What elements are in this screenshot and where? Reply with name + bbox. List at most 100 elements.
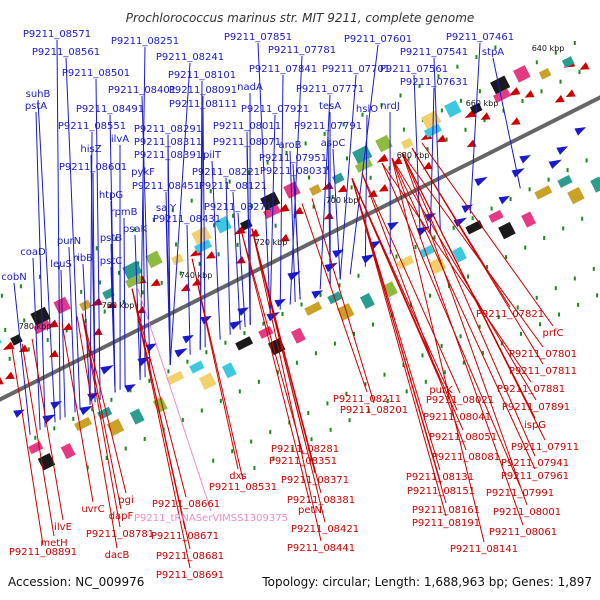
reverse-gene-connector bbox=[401, 152, 528, 506]
scale-tick bbox=[467, 274, 470, 279]
forward-gene-label: P9211_08241 bbox=[156, 52, 224, 63]
summary-text: Topology: circular; Length: 1,688,963 bp… bbox=[261, 575, 592, 589]
forward-gene-connector bbox=[186, 224, 191, 355]
scale-tick bbox=[231, 449, 234, 454]
accession-text: Accession: NC_009976 bbox=[8, 575, 144, 589]
forward-gene-arrow bbox=[124, 384, 136, 393]
scale-tick bbox=[281, 312, 284, 316]
reverse-gene-connector bbox=[61, 323, 94, 503]
reverse-gene-label: P9211_08371 bbox=[281, 475, 349, 486]
reverse-gene-label: P9211_08281 bbox=[271, 444, 339, 455]
gene-block bbox=[125, 273, 143, 289]
scale-tick bbox=[310, 437, 313, 442]
forward-gene-connector bbox=[257, 42, 271, 315]
scale-tick bbox=[285, 151, 288, 155]
forward-gene-label: stpA bbox=[482, 47, 504, 58]
reverse-gene-arrow bbox=[0, 377, 4, 385]
reverse-gene-connector bbox=[351, 178, 447, 504]
scale-tick bbox=[338, 283, 341, 288]
reverse-gene-label: P9211_08081 bbox=[432, 452, 500, 463]
reverse-gene-label: dxs bbox=[229, 471, 246, 482]
reverse-gene-connector bbox=[241, 233, 304, 455]
gene-block bbox=[567, 186, 585, 205]
forward-gene-label: P9211_08551 bbox=[58, 121, 126, 132]
reverse-gene-label: petN bbox=[298, 505, 322, 516]
forward-gene-connector bbox=[433, 57, 441, 229]
forward-gene-label: ilvA bbox=[111, 134, 129, 145]
forward-gene-connector bbox=[13, 282, 31, 435]
scale-tick bbox=[573, 276, 576, 281]
reverse-gene-label: P9211_08681 bbox=[156, 551, 224, 562]
forward-gene-label: P9211_08101 bbox=[168, 70, 236, 81]
scale-tick bbox=[99, 280, 102, 285]
reverse-gene-arrow bbox=[480, 112, 491, 120]
scale-tick bbox=[110, 397, 113, 402]
scale-tick bbox=[592, 266, 595, 271]
reverse-gene-label: P9211_07891 bbox=[502, 402, 570, 413]
scale-tick bbox=[490, 206, 493, 211]
scale-tick bbox=[160, 280, 163, 285]
scale-tick bbox=[486, 264, 489, 269]
forward-gene-connector bbox=[492, 57, 521, 189]
forward-gene-label: salY bbox=[156, 203, 177, 214]
scale-label: 640 kbp bbox=[532, 44, 565, 53]
forward-gene-connector bbox=[289, 55, 303, 305]
scale-tick bbox=[494, 45, 497, 50]
gene-block bbox=[359, 292, 375, 309]
scale-tick bbox=[509, 197, 512, 201]
gene-block bbox=[106, 418, 125, 437]
gene-block bbox=[263, 204, 281, 220]
forward-gene-label: P9211_08091 bbox=[169, 85, 237, 96]
reverse-gene-arrow bbox=[205, 251, 216, 259]
reverse-gene-label: P9211_08041 bbox=[423, 412, 491, 423]
forward-gene-connector bbox=[349, 44, 379, 275]
scale-tick bbox=[179, 271, 182, 276]
scale-tick bbox=[198, 261, 201, 266]
scale-tick bbox=[236, 242, 239, 247]
scale-tick bbox=[554, 50, 557, 55]
scale-tick bbox=[262, 321, 265, 326]
reverse-gene-label: P9211_08191 bbox=[412, 518, 480, 529]
forward-gene-label: P9211_08311 bbox=[134, 137, 202, 148]
forward-gene-connector bbox=[237, 212, 246, 328]
scale-tick bbox=[91, 407, 94, 412]
scale-tick bbox=[528, 187, 531, 192]
forward-gene-connector bbox=[95, 78, 101, 400]
forward-gene-label: P9211_07631 bbox=[400, 77, 468, 88]
gene-blocks bbox=[0, 56, 600, 471]
scale-tick bbox=[558, 312, 560, 317]
gene-block bbox=[490, 75, 511, 95]
scale-tick bbox=[429, 293, 432, 298]
scale-label: 740 kbp bbox=[180, 271, 213, 280]
reverse-gene-connector bbox=[81, 313, 121, 528]
reverse-gene-arrow bbox=[524, 89, 535, 98]
forward-gene-connector bbox=[165, 213, 171, 365]
reverse-gene-label: P9211_08151 bbox=[407, 486, 475, 497]
gene-block bbox=[590, 176, 600, 193]
scale-tick bbox=[65, 328, 68, 333]
gene-block bbox=[498, 221, 516, 240]
scale-tick bbox=[27, 347, 30, 352]
forward-gene-arrow bbox=[556, 146, 569, 155]
scale-label: 700 kbp bbox=[326, 196, 359, 205]
map-title: Prochlorococcus marinus str. MIT 9211, c… bbox=[126, 11, 475, 25]
reverse-gene-label: pgi bbox=[118, 495, 133, 506]
scale-tick bbox=[433, 235, 436, 240]
gene-block bbox=[419, 244, 435, 258]
forward-gene-label: P9211_08491 bbox=[76, 104, 144, 115]
reverse-gene-label: purK bbox=[429, 385, 453, 396]
reverse-gene-label: P9211_08021 bbox=[426, 395, 494, 406]
reverse-gene-arrow bbox=[235, 256, 246, 264]
forward-gene-connector bbox=[141, 95, 151, 375]
genome-backbone bbox=[0, 95, 600, 402]
reverse-gene-arrow bbox=[321, 181, 334, 191]
scale-tick bbox=[295, 360, 298, 365]
scale-tick bbox=[124, 446, 127, 451]
reverse-gene-arrow bbox=[510, 117, 521, 125]
forward-gene-label: ribB bbox=[73, 253, 93, 264]
reverse-gene-arrow bbox=[565, 89, 576, 98]
forward-gene-arrow bbox=[324, 262, 338, 273]
reverse-gene-label: P9211_07961 bbox=[501, 471, 569, 482]
reverse-gene-arrow bbox=[579, 62, 590, 70]
reverse-gene-arrow bbox=[62, 322, 73, 331]
